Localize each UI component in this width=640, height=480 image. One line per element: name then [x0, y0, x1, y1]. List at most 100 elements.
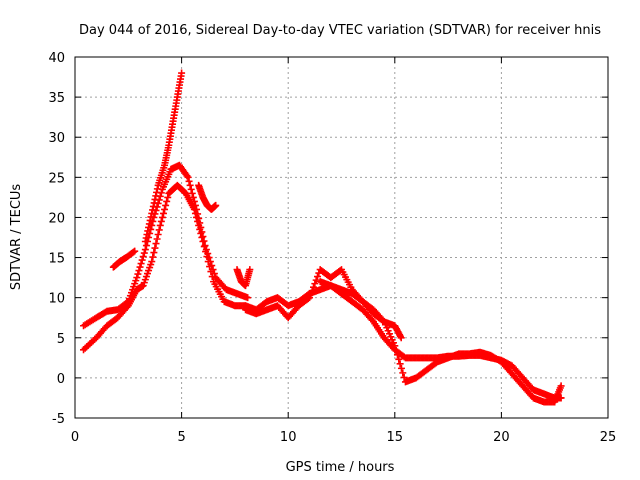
data-point-marker: [307, 290, 315, 298]
data-point-marker: [311, 280, 319, 288]
series-track-d: [109, 247, 139, 271]
y-tick-label: 35: [48, 91, 65, 106]
data-point-marker: [154, 230, 162, 238]
data-point-marker: [186, 181, 194, 189]
data-point-marker: [162, 201, 170, 209]
x-axis-label: GPS time / hours: [286, 460, 395, 475]
data-point-marker: [164, 193, 172, 201]
data-point-marker: [395, 355, 403, 363]
data-point-marker: [368, 316, 376, 324]
series-track-g: [242, 282, 565, 402]
series-track-b: [80, 161, 252, 330]
series-track-a: [80, 181, 250, 354]
data-point-marker: [178, 69, 186, 77]
data-point-marker: [200, 237, 208, 245]
data-point-marker: [149, 253, 157, 261]
data-point-marker: [140, 249, 148, 257]
data-point-marker: [185, 177, 193, 185]
y-tick-label: 15: [48, 252, 65, 267]
y-tick-label: -5: [52, 412, 65, 427]
data-point-marker: [208, 262, 216, 270]
data-point-marker: [135, 267, 143, 275]
grid-lines: [75, 57, 608, 418]
series-track-f: [233, 266, 254, 290]
data-point-marker: [134, 270, 142, 278]
y-tick-label: 10: [48, 292, 65, 307]
axis-ticks: 0 5 10 15 20 25 -5 0 5 10 15 20 25 30 35 40: [48, 51, 616, 445]
data-point-marker: [310, 283, 318, 291]
y-tick-label: 25: [48, 171, 65, 186]
data-point-marker: [205, 254, 213, 262]
data-point-marker: [158, 213, 166, 221]
data-point-marker: [204, 250, 212, 258]
data-point-marker: [193, 205, 201, 213]
series-track-c: [141, 69, 186, 246]
series-track-i: [316, 278, 405, 342]
data-point-marker: [131, 247, 139, 255]
data-point-marker: [396, 360, 404, 368]
data-point-marker: [399, 369, 407, 377]
data-point-marker: [123, 299, 131, 307]
x-tick-label: 10: [280, 430, 297, 445]
data-point-marker: [209, 266, 217, 274]
data-point-marker: [188, 189, 196, 197]
data-point-marker: [130, 248, 138, 256]
y-tick-label: 20: [48, 211, 65, 226]
data-point-marker: [206, 258, 214, 266]
data-point-marker: [148, 258, 156, 266]
data-point-marker: [137, 260, 145, 268]
data-point-marker: [153, 235, 161, 243]
data-point-marker: [163, 197, 171, 205]
data-point-marker: [136, 263, 144, 271]
x-tick-label: 25: [600, 430, 617, 445]
data-point-marker: [190, 197, 198, 205]
data-point-marker: [155, 226, 163, 234]
data-point-marker: [156, 221, 164, 229]
y-tick-label: 5: [57, 332, 65, 347]
data-point-marker: [189, 193, 197, 201]
data-point-marker: [244, 294, 252, 302]
chart-title: Day 044 of 2016, Sidereal Day-to-day VTE…: [79, 23, 601, 38]
data-point-marker: [393, 351, 401, 359]
data-point-marker: [557, 382, 565, 390]
data-point-marker: [152, 240, 160, 248]
data-point-marker: [157, 217, 165, 225]
data-point-marker: [183, 172, 191, 180]
data-point-marker: [400, 373, 408, 381]
data-point-marker: [199, 232, 207, 240]
x-tick-label: 15: [387, 430, 404, 445]
data-point-marker: [304, 295, 312, 303]
data-point-marker: [150, 249, 158, 257]
data-point-marker: [314, 273, 322, 281]
data-point-marker: [202, 246, 210, 254]
y-tick-label: 30: [48, 131, 65, 146]
data-point-marker: [161, 205, 169, 213]
data-point-marker: [184, 173, 192, 181]
data-point-marker: [391, 342, 399, 350]
data-point-marker: [392, 346, 400, 354]
x-tick-label: 20: [493, 430, 510, 445]
data-point-marker: [397, 364, 405, 372]
data-point-marker: [246, 266, 254, 274]
y-tick-label: 0: [57, 372, 65, 387]
series-layer: [80, 69, 565, 406]
data-point-marker: [138, 256, 146, 264]
series-track-e: [195, 181, 220, 213]
data-point-marker: [187, 185, 195, 193]
data-point-marker: [197, 223, 205, 231]
data-point-marker: [397, 334, 405, 342]
data-point-marker: [191, 201, 199, 209]
plot-frame: [74, 56, 609, 419]
data-point-marker: [195, 214, 203, 222]
data-point-marker: [151, 244, 159, 252]
x-tick-label: 5: [177, 430, 185, 445]
data-point-marker: [198, 228, 206, 236]
data-point-marker: [306, 294, 314, 302]
data-point-marker: [212, 201, 220, 209]
data-point-marker: [210, 270, 218, 278]
data-point-marker: [142, 242, 150, 250]
data-point-marker: [312, 276, 320, 284]
data-point-marker: [194, 210, 202, 218]
data-point-marker: [159, 209, 167, 217]
